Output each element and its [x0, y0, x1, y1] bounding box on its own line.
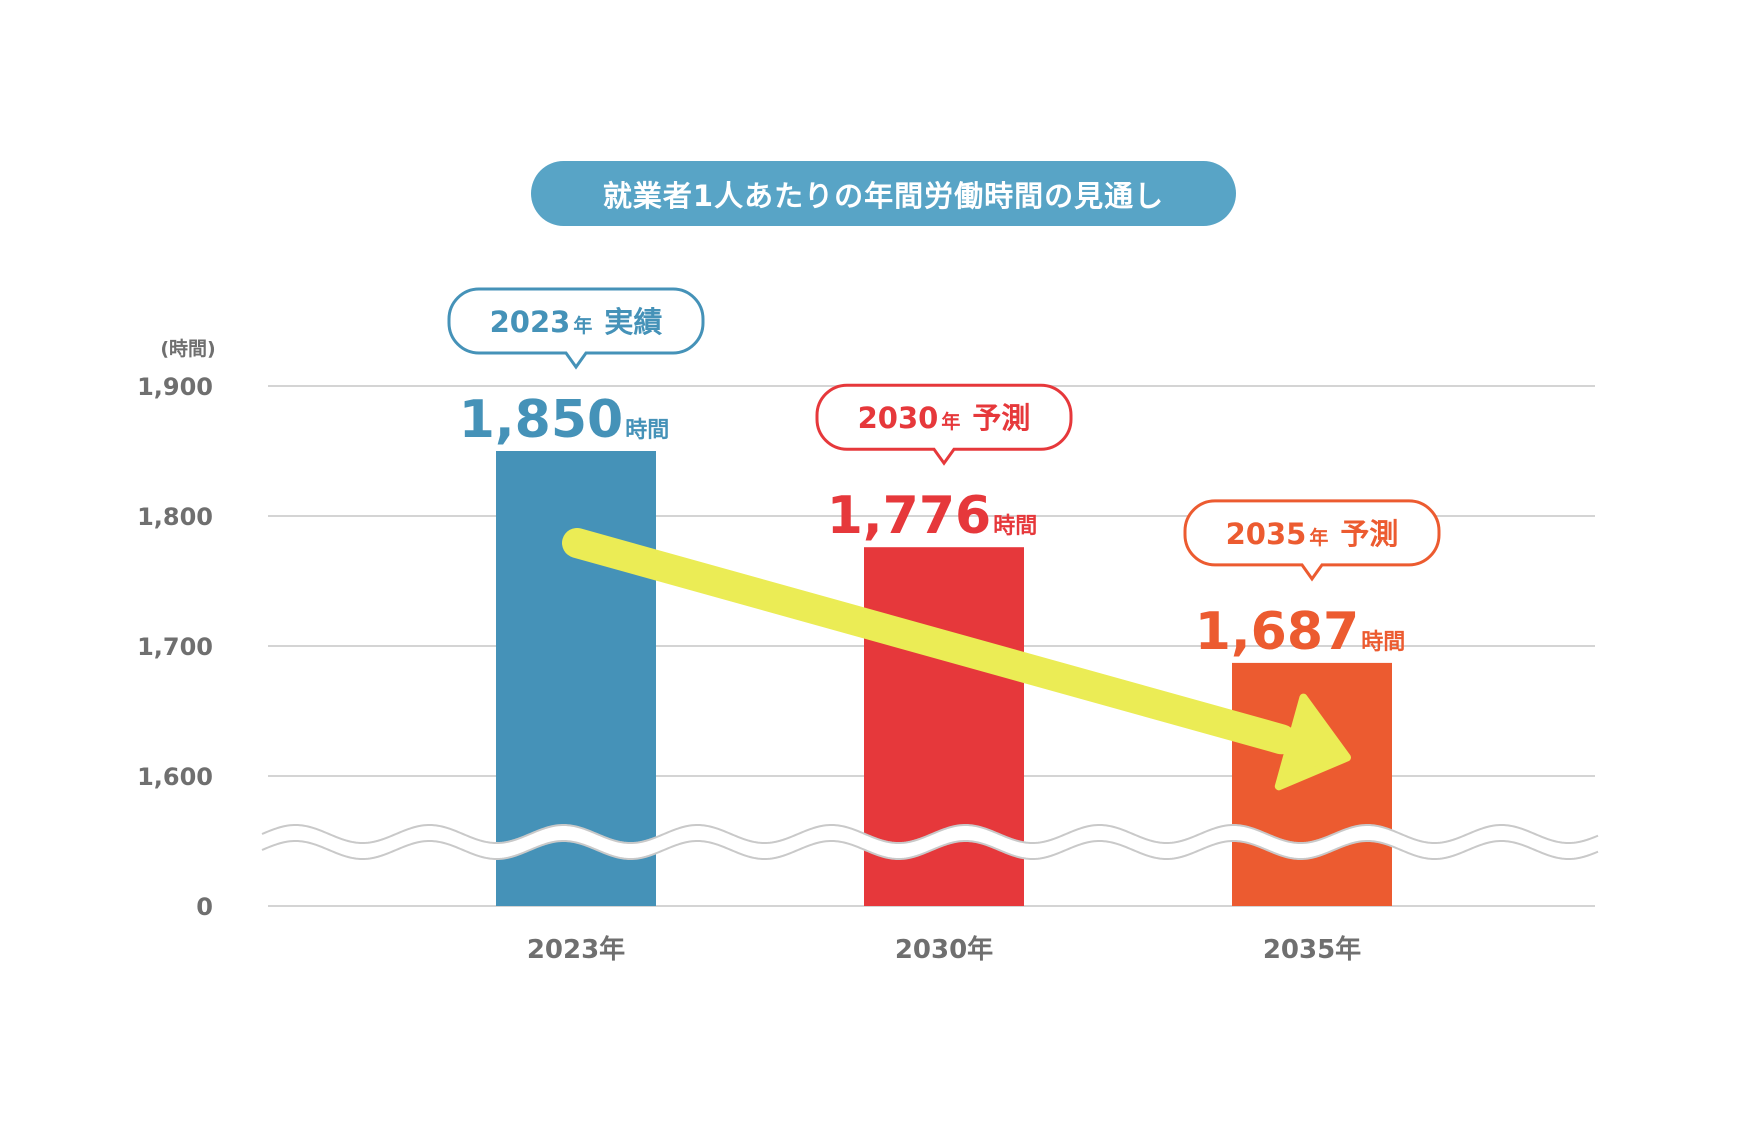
labels: 1,900 1,800 1,700 1,600 0 (時間) 1,850時間 2023 年実績 2…	[137, 287, 1441, 965]
x-category-label: 2023年	[527, 934, 625, 965]
axis-break-band	[258, 824, 1602, 860]
value-label: 1,687時間	[1195, 602, 1406, 662]
axis-break	[258, 823, 1602, 861]
callout-text: 2023 年実績	[490, 305, 663, 339]
bar	[1232, 662, 1392, 906]
trend-arrow	[562, 528, 1351, 791]
value-label: 1,776時間	[827, 486, 1038, 546]
x-category-label: 2030年	[895, 934, 993, 965]
axis-break-line	[261, 839, 1599, 861]
callout-bubble	[447, 287, 705, 370]
callout-text: 2035 年予測	[1226, 517, 1399, 551]
trend-arrow-head	[1274, 693, 1351, 791]
chart-title: 就業者1人あたりの年間労働時間の見通し	[531, 161, 1236, 226]
trend-arrow-shaft	[562, 528, 1297, 755]
y-tick-label: 1,800	[137, 503, 213, 531]
axis-break-line	[261, 823, 1599, 845]
y-tick-label: 1,600	[137, 763, 213, 791]
x-category-label: 2035年	[1263, 934, 1361, 965]
callout-text: 2030 年予測	[858, 401, 1031, 435]
y-tick-label: 1,900	[137, 373, 213, 401]
y-tick-label: 1,700	[137, 633, 213, 661]
callout-bubble	[1183, 499, 1441, 582]
y-axis-unit-label: (時間)	[160, 338, 215, 360]
value-label: 1,850時間	[459, 390, 670, 450]
callout-bubble	[815, 383, 1073, 466]
y-tick-label: 0	[196, 893, 213, 921]
